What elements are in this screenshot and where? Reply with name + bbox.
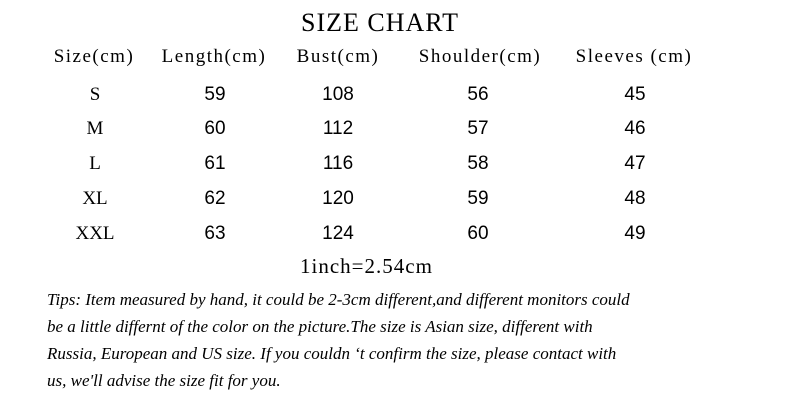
size-label: L (89, 153, 101, 174)
tips-line: Tips: Item measured by hand, it could be… (47, 290, 630, 309)
table-cell: 47 (624, 153, 646, 174)
table-cell: 60 (467, 223, 489, 244)
table-cell: 112 (322, 118, 354, 139)
tips-text: Tips: Item measured by hand, it could be… (47, 286, 767, 394)
table-cell: 124 (322, 223, 354, 244)
table-cell: 56 (467, 84, 489, 105)
size-label: XL (82, 188, 108, 209)
size-label: M (86, 118, 104, 139)
inch-conversion: 1inch=2.54cm (300, 254, 433, 278)
table-cell: 62 (204, 188, 226, 209)
chart-title: SIZE CHART (301, 8, 459, 37)
column-header: Size(cm) (53, 46, 135, 67)
column-header: Length(cm) (161, 46, 267, 67)
table-cell: 63 (204, 223, 226, 244)
tips-line: us, we'll advise the size fit for you. (47, 371, 281, 390)
table-cell: 108 (322, 84, 354, 105)
tips-line: Russia, European and US size. If you cou… (47, 344, 617, 363)
table-cell: 58 (467, 153, 489, 174)
table-cell: 116 (322, 153, 354, 174)
column-header: Bust(cm) (296, 46, 380, 67)
table-cell: 48 (624, 188, 646, 209)
table-cell: 49 (624, 223, 646, 244)
table-cell: 61 (204, 153, 226, 174)
column-header: Sleeves (cm) (575, 46, 693, 67)
table-cell: 59 (467, 188, 489, 209)
table-cell: 60 (204, 118, 226, 139)
table-cell: 59 (204, 84, 226, 105)
table-cell: 46 (624, 118, 646, 139)
column-header: Shoulder(cm) (418, 46, 542, 67)
table-cell: 45 (624, 84, 646, 105)
size-label: XXL (75, 223, 115, 244)
table-cell: 120 (322, 188, 354, 209)
size-label: S (89, 84, 101, 105)
table-cell: 57 (467, 118, 489, 139)
tips-line: be a little differnt of the color on the… (47, 317, 593, 336)
